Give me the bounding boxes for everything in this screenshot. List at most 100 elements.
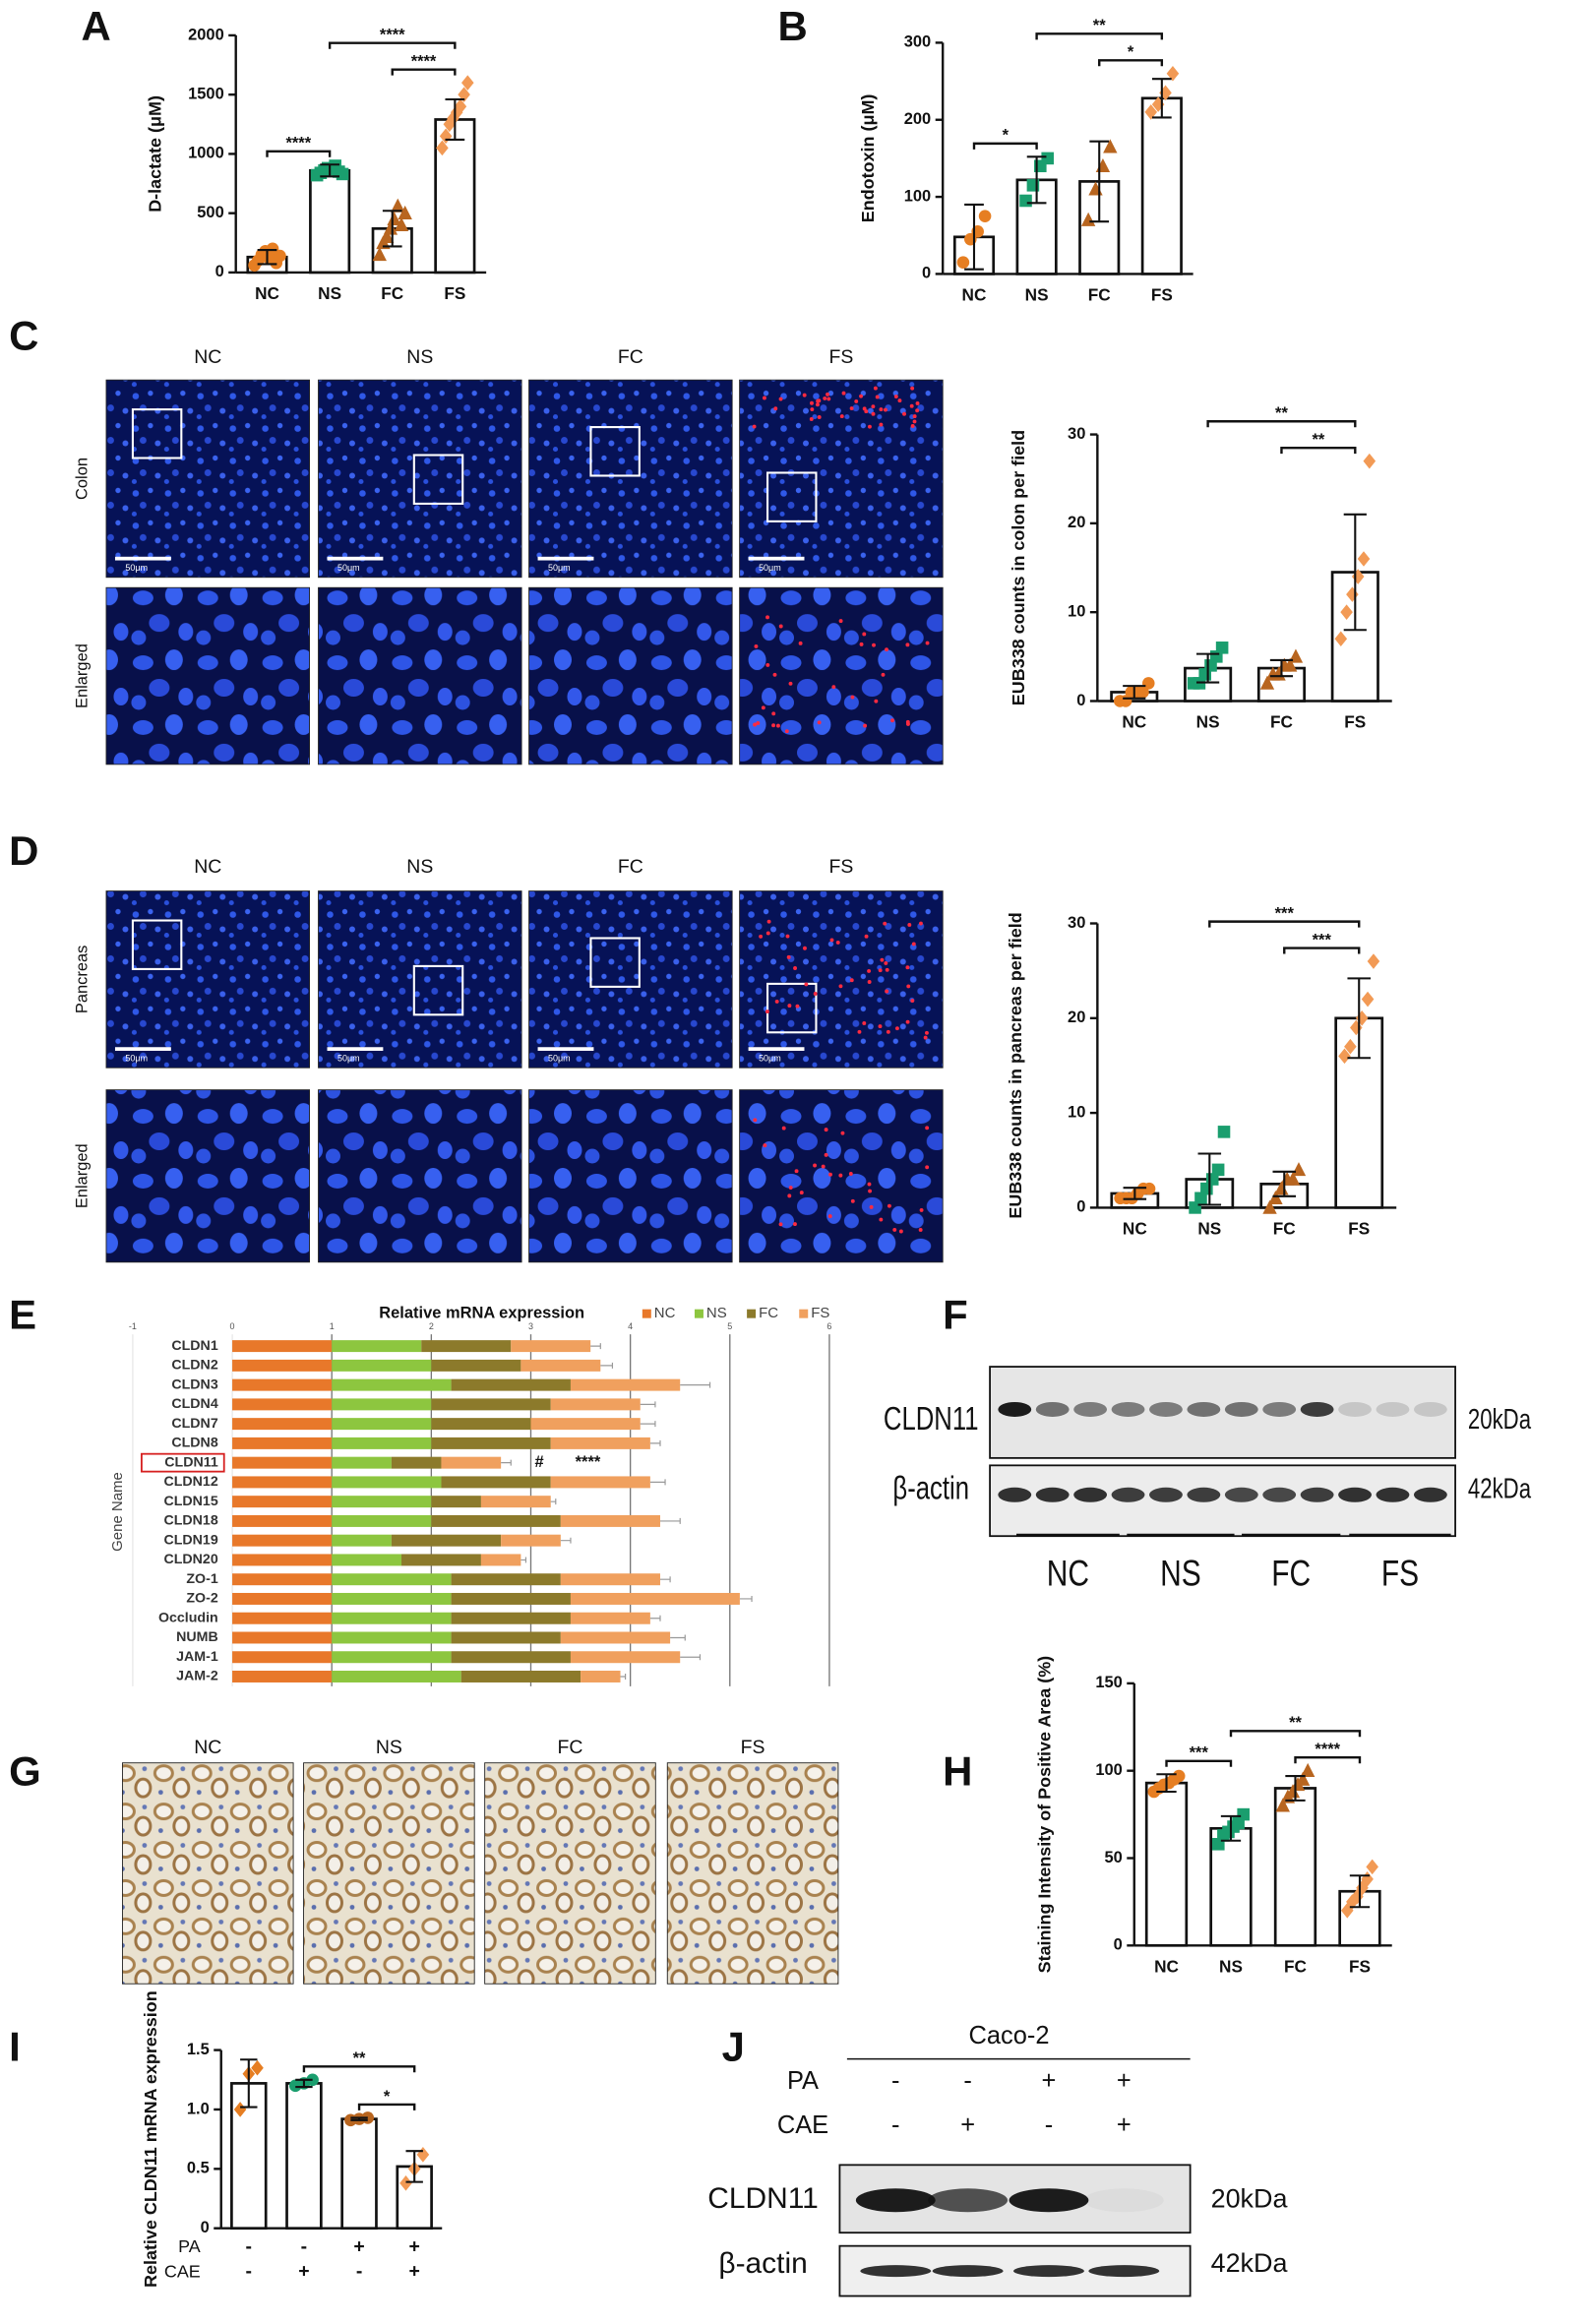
- size-label: 42kDa: [1211, 2248, 1288, 2278]
- blot-band: [1111, 1487, 1145, 1502]
- bacteria: [925, 1165, 930, 1170]
- bacteria: [871, 404, 876, 409]
- error-bar: [1123, 685, 1146, 700]
- scale-bar: [748, 1047, 805, 1051]
- y-tick-label: 200: [904, 110, 931, 128]
- bacteria: [867, 424, 872, 429]
- bar-segment: [232, 1378, 333, 1391]
- bar-segment: [232, 1631, 333, 1644]
- error-bar: [1347, 977, 1371, 1060]
- bacteria: [884, 407, 887, 412]
- blot-band: [1262, 1401, 1297, 1417]
- bacteria: [810, 407, 815, 411]
- point: [398, 205, 412, 219]
- error-bar: [501, 1459, 512, 1466]
- treatment-sign: -: [1045, 2111, 1053, 2139]
- bar-segment: [480, 1496, 551, 1508]
- y-tick-label: JAM-2: [176, 1669, 218, 1684]
- bacteria: [765, 615, 769, 620]
- x-tick-label: 0: [230, 1321, 235, 1331]
- y-axis-label: Relative CLDN11 mRNA expression: [141, 1990, 160, 2288]
- bacteria: [915, 408, 920, 413]
- bacteria: [793, 1222, 797, 1227]
- y-tick-label: 0: [1076, 692, 1085, 709]
- blot-band: [860, 2265, 932, 2278]
- y-tick-label: Occludin: [158, 1610, 218, 1625]
- bacteria: [867, 1182, 872, 1187]
- micrograph: [739, 586, 944, 765]
- column-label: FC: [618, 856, 643, 878]
- bacteria: [905, 965, 910, 970]
- point: [978, 210, 992, 222]
- bacteria: [890, 718, 894, 723]
- column-label: FC: [618, 346, 643, 368]
- micrograph: [318, 379, 522, 579]
- bacteria: [878, 968, 883, 973]
- blot-band: [1338, 1487, 1372, 1502]
- bacteria: [786, 954, 791, 959]
- point: [1144, 104, 1158, 120]
- point: [1019, 194, 1032, 208]
- bacteria: [854, 398, 859, 403]
- micrograph: [739, 890, 944, 1069]
- bacteria: [831, 685, 836, 690]
- bar-segment: [232, 1456, 333, 1469]
- bacteria: [803, 946, 807, 950]
- bacteria: [905, 721, 910, 726]
- scale-label: 50μm: [337, 1054, 360, 1064]
- error-bar: [520, 1557, 527, 1563]
- point: [1141, 677, 1155, 690]
- blot-band: [1149, 1487, 1183, 1502]
- bar-segment: [570, 1651, 681, 1664]
- bar-segment: [431, 1496, 481, 1508]
- bacteria: [905, 642, 910, 647]
- bacteria: [829, 938, 834, 943]
- bacteria: [872, 642, 876, 647]
- x-tick-label: NC: [1122, 711, 1146, 731]
- bacteria: [778, 1222, 783, 1227]
- blot-band: [1149, 1401, 1183, 1417]
- bacteria: [873, 386, 878, 391]
- point: [416, 2147, 430, 2163]
- error-bar: [240, 2058, 258, 2109]
- bacteria: [784, 729, 789, 734]
- y-tick-label: 100: [904, 187, 931, 205]
- bar-segment: [332, 1534, 392, 1547]
- bacteria: [850, 1198, 855, 1203]
- point: [380, 228, 395, 244]
- y-tick-label: CLDN8: [171, 1436, 217, 1451]
- group-label: NS: [1160, 1553, 1201, 1594]
- bacteria: [802, 393, 807, 398]
- bacteria: [765, 1009, 769, 1014]
- error-bar: [680, 1654, 702, 1661]
- bacteria: [778, 624, 783, 629]
- significance-label: **: [1312, 431, 1324, 449]
- bacteria: [850, 695, 855, 700]
- legend-label: FS: [811, 1305, 829, 1321]
- point: [372, 247, 387, 262]
- row-label: PA: [178, 2236, 201, 2256]
- bacteria: [918, 1228, 923, 1232]
- bacteria: [907, 923, 912, 927]
- blot-band: [1338, 1401, 1372, 1417]
- panel-label: F: [943, 1292, 968, 1338]
- point: [1259, 675, 1275, 690]
- x-tick-label: NS: [318, 283, 341, 303]
- bacteria: [867, 980, 872, 984]
- y-tick-label: CLDN20: [163, 1552, 217, 1567]
- error-bar: [1123, 1187, 1147, 1200]
- bacteria: [804, 982, 809, 987]
- blot-band: [1224, 1401, 1258, 1417]
- bacteria: [879, 422, 884, 427]
- significance-label: *: [1003, 127, 1010, 145]
- micrograph: [318, 586, 522, 765]
- bar-segment: [550, 1398, 641, 1411]
- significance-label: **: [1093, 17, 1106, 34]
- y-tick-label: 30: [1068, 425, 1085, 443]
- bar-segment: [560, 1514, 660, 1527]
- legend-swatch: [642, 1309, 651, 1318]
- blot-band: [998, 1401, 1032, 1417]
- y-tick-label: 20: [1068, 1009, 1085, 1026]
- bacteria: [827, 1214, 832, 1219]
- bar-segment: [441, 1456, 502, 1469]
